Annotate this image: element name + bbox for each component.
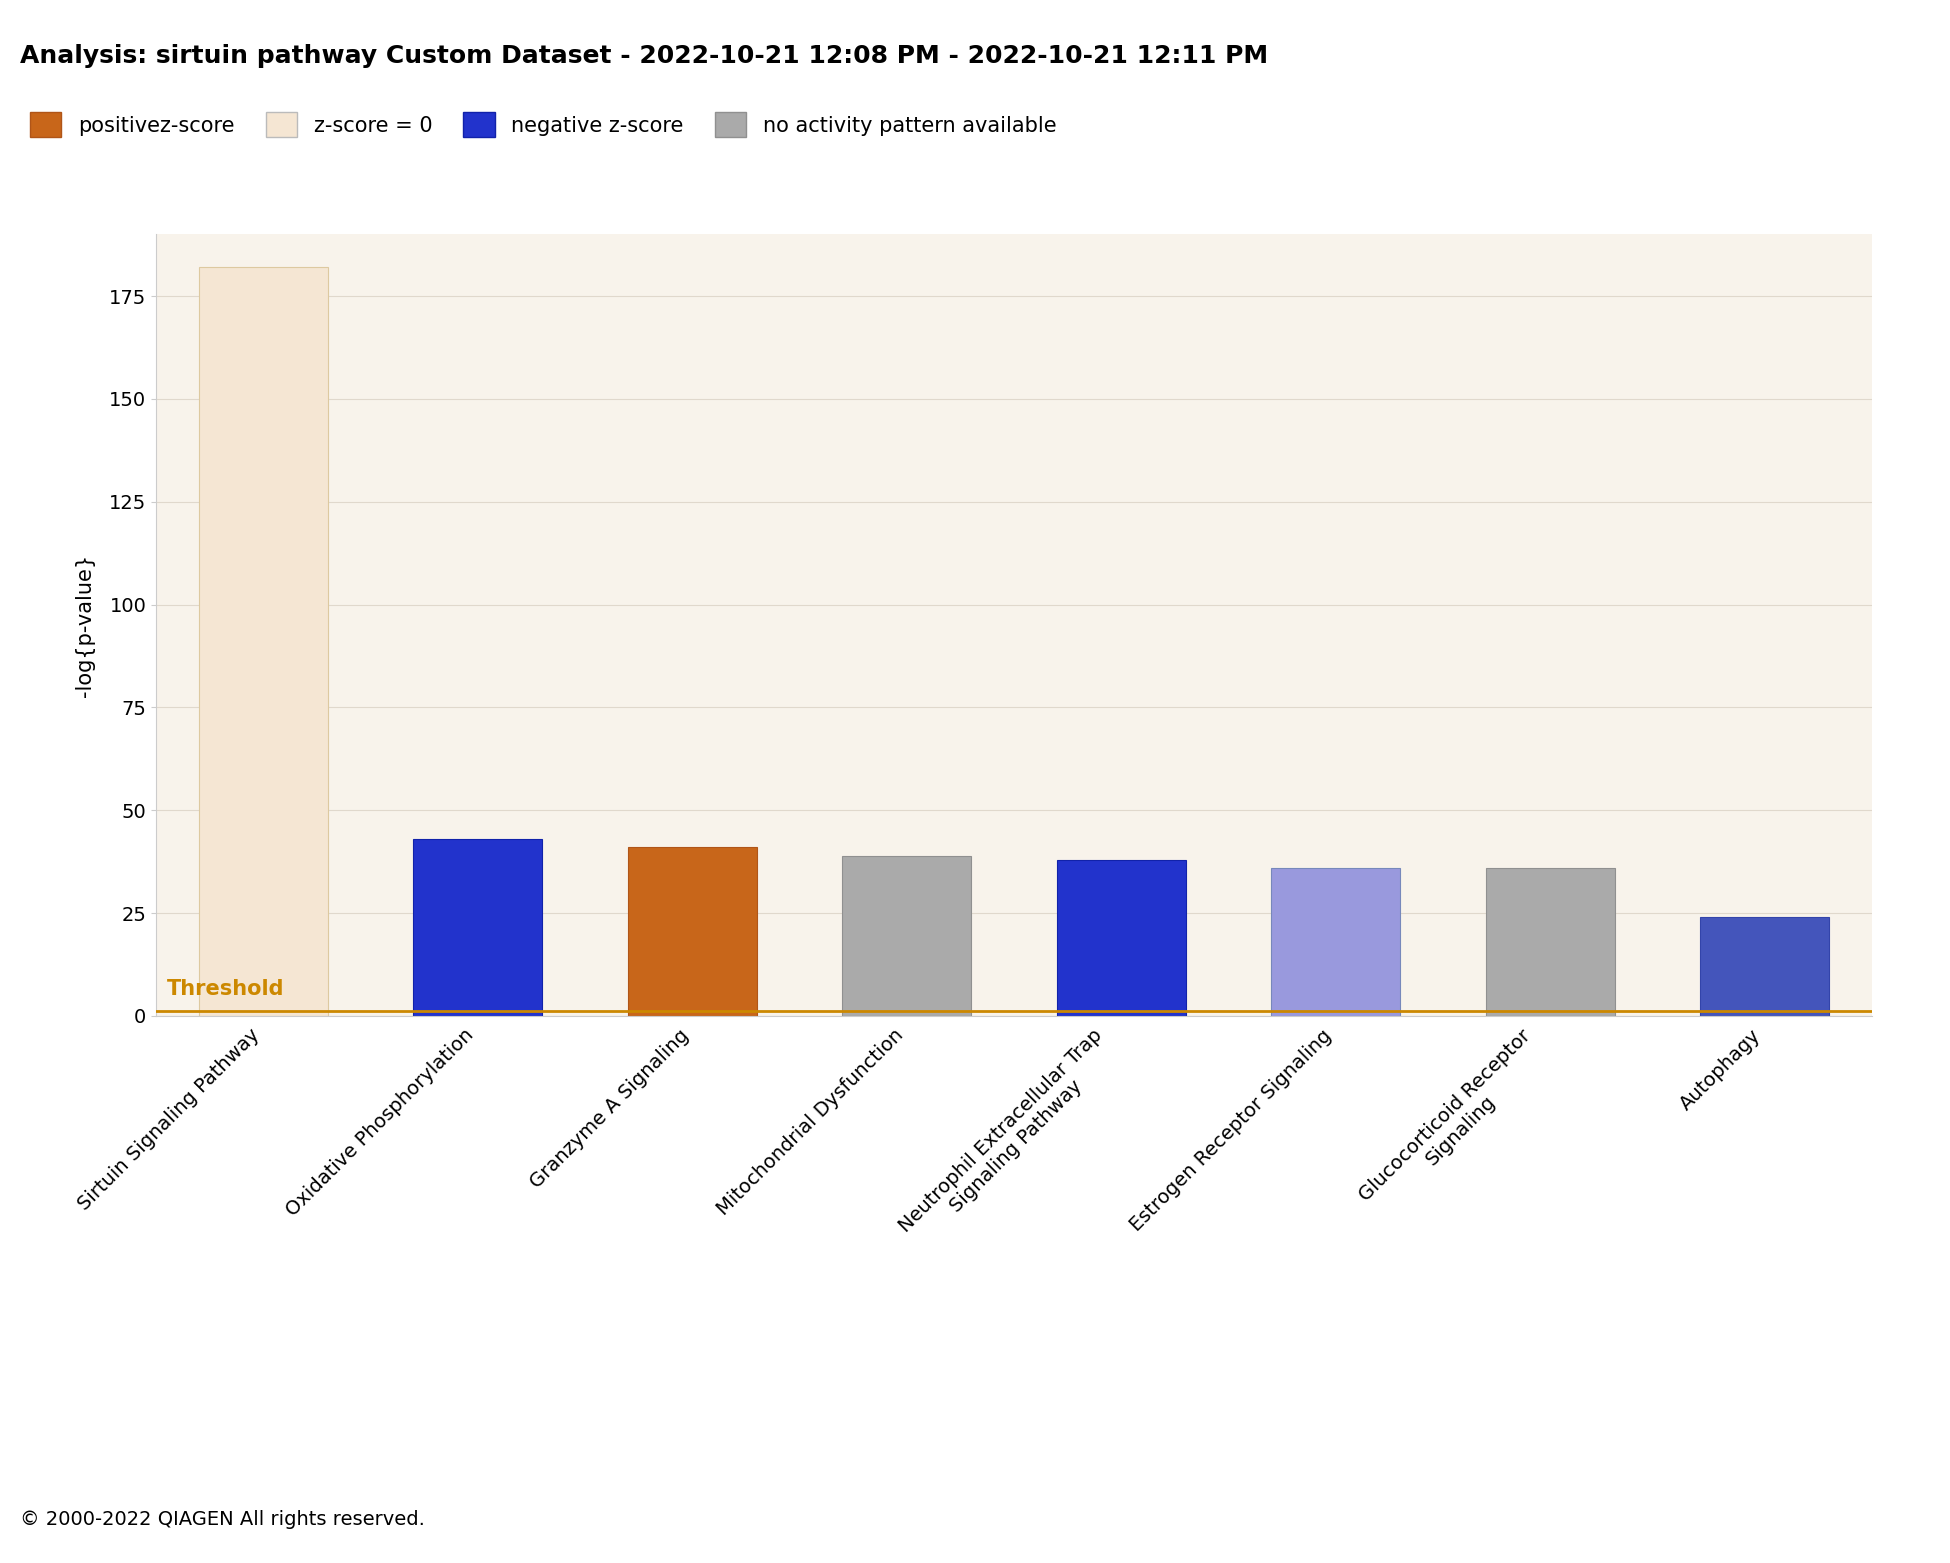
Bar — [1271, 867, 1400, 1016]
Text: Analysis: sirtuin pathway Custom Dataset - 2022-10-21 12:08 PM - 2022-10-21 12:1: Analysis: sirtuin pathway Custom Dataset… — [20, 44, 1268, 67]
Text: Threshold: Threshold — [166, 980, 285, 999]
Bar — [199, 267, 328, 1016]
Bar — [1057, 860, 1186, 1016]
Text: © 2000-2022 QIAGEN All rights reserved.: © 2000-2022 QIAGEN All rights reserved. — [20, 1510, 425, 1529]
Bar — [413, 839, 542, 1016]
Bar — [1486, 867, 1615, 1016]
Bar — [842, 855, 971, 1016]
Y-axis label: -log{p-value}: -log{p-value} — [76, 553, 96, 697]
Legend: positivez-score, z-score = 0, negative z-score, no activity pattern available: positivez-score, z-score = 0, negative z… — [29, 113, 1057, 138]
Bar — [628, 847, 757, 1016]
Bar — [1700, 917, 1829, 1016]
